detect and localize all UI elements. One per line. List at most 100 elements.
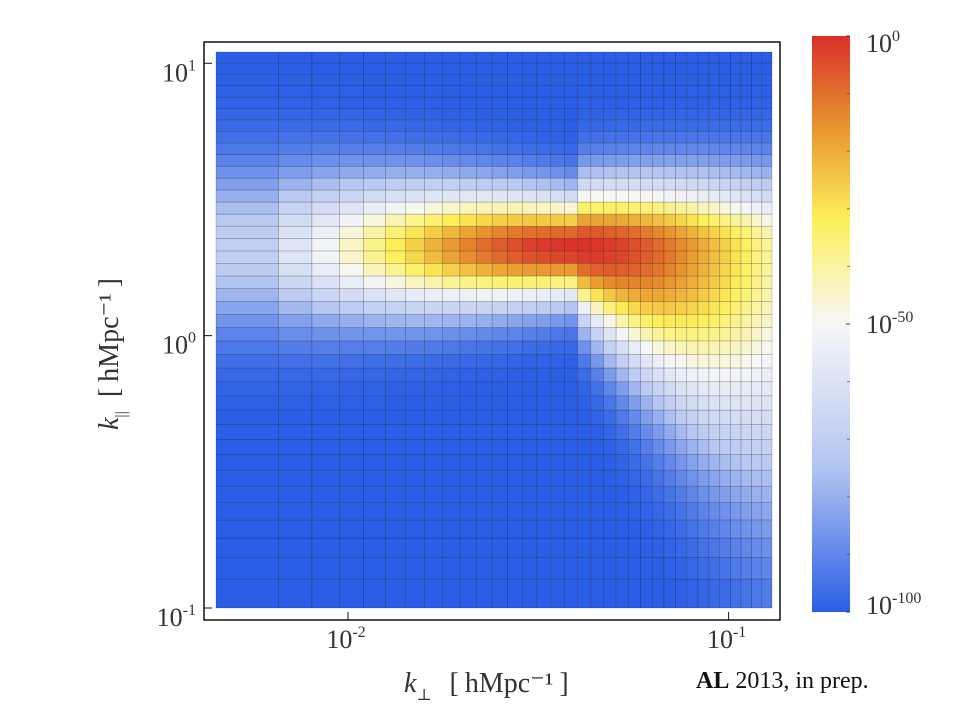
heatmap-cell <box>708 142 721 155</box>
heatmap-cell <box>311 439 340 455</box>
heatmap-cell <box>675 409 688 425</box>
heatmap-cell <box>615 439 629 455</box>
heatmap-cell <box>740 327 752 342</box>
heatmap-cell <box>536 340 552 355</box>
heatmap-cell <box>550 409 565 425</box>
heatmap-cell <box>615 314 629 328</box>
heatmap-cell <box>640 537 653 558</box>
heatmap-cell <box>424 154 444 167</box>
heatmap-cell <box>697 238 710 252</box>
heatmap-cell <box>491 96 508 109</box>
heatmap-cell <box>385 62 406 75</box>
heatmap-cell <box>405 354 425 369</box>
heatmap-cell <box>663 96 676 109</box>
heatmap-cell <box>628 225 641 239</box>
heatmap-cell <box>590 213 604 227</box>
heatmap-cell <box>615 225 629 239</box>
heatmap-cell <box>697 108 710 121</box>
heatmap-cell <box>424 177 444 191</box>
heatmap-cell <box>424 225 444 239</box>
heatmap-cell <box>590 557 604 580</box>
heatmap-cell <box>590 469 604 487</box>
heatmap-cell <box>385 301 406 315</box>
heatmap-cell <box>564 108 579 121</box>
heatmap-cell <box>215 154 279 167</box>
heatmap-cell <box>663 395 676 411</box>
heatmap-cell <box>424 367 444 383</box>
heatmap-cell <box>424 424 444 440</box>
heatmap-cell <box>215 537 279 558</box>
heatmap-cell <box>442 263 461 277</box>
heatmap-cell <box>385 51 406 64</box>
heatmap-cell <box>550 314 565 328</box>
heatmap-cell <box>385 327 406 342</box>
heatmap-cell <box>459 62 477 75</box>
heatmap-cell <box>751 454 763 471</box>
heatmap-cell <box>719 85 731 98</box>
heatmap-cell <box>507 469 523 487</box>
heatmap-cell <box>652 177 665 191</box>
heatmap-cell <box>522 250 538 264</box>
heatmap-cell <box>550 439 565 455</box>
heatmap-cell <box>751 96 763 109</box>
citation-text: 2013, in prep. <box>729 668 869 694</box>
x-axis-label: k⊥[hMpc⁻¹] <box>404 668 569 704</box>
heatmap-cell <box>550 340 565 355</box>
heatmap-cell <box>459 85 477 98</box>
heatmap-cell <box>507 439 523 455</box>
heatmap-cell <box>278 263 313 277</box>
heatmap-cell <box>708 381 721 397</box>
heatmap-cell <box>215 263 279 277</box>
heatmap-cell <box>603 395 617 411</box>
heatmap-cell <box>424 439 444 455</box>
heatmap-cell <box>719 288 731 302</box>
heatmap-cell <box>491 354 508 369</box>
heatmap-cell <box>615 74 629 86</box>
heatmap-cell <box>708 96 721 109</box>
heatmap-cell <box>663 557 676 580</box>
heatmap-cell <box>522 301 538 315</box>
heatmap-cell <box>686 409 699 425</box>
heatmap-cell <box>522 131 538 144</box>
heatmap-cell <box>311 454 340 471</box>
heatmap-cell <box>640 485 653 503</box>
heatmap-cell <box>550 51 565 64</box>
heatmap-cell <box>730 154 742 167</box>
heatmap-cell <box>590 189 604 203</box>
heatmap-cell <box>675 74 688 86</box>
heatmap-cell <box>615 108 629 121</box>
heatmap-cell <box>215 177 279 191</box>
heatmap-cell <box>740 367 752 383</box>
heatmap-cell <box>577 62 592 75</box>
heatmap-cell <box>476 469 493 487</box>
heatmap-cell <box>751 354 763 369</box>
heatmap-cell <box>730 502 742 521</box>
heatmap-cell <box>363 250 386 264</box>
heatmap-cell <box>628 537 641 558</box>
heatmap-cell <box>603 578 617 609</box>
heatmap-cell <box>215 238 279 252</box>
heatmap-cell <box>751 578 763 609</box>
heatmap-cell <box>536 502 552 521</box>
heatmap-cell <box>405 263 425 277</box>
heatmap-cell <box>590 51 604 64</box>
heatmap-cell <box>740 177 752 191</box>
heatmap-cell <box>507 74 523 86</box>
heatmap-cell <box>761 578 773 609</box>
heatmap-cell <box>536 96 552 109</box>
heatmap-cell <box>628 557 641 580</box>
heatmap-cell <box>675 166 688 179</box>
heatmap-cell <box>708 62 721 75</box>
heatmap-cell <box>652 51 665 64</box>
heatmap-cell <box>615 51 629 64</box>
heatmap-cell <box>603 250 617 264</box>
heatmap-cell <box>719 74 731 86</box>
heatmap-cell <box>442 381 461 397</box>
heatmap-cell <box>640 74 653 86</box>
heatmap-cell <box>339 557 364 580</box>
heatmap-cell <box>675 238 688 252</box>
heatmap-cell <box>663 439 676 455</box>
heatmap-cell <box>751 381 763 397</box>
heatmap-cell <box>663 288 676 302</box>
